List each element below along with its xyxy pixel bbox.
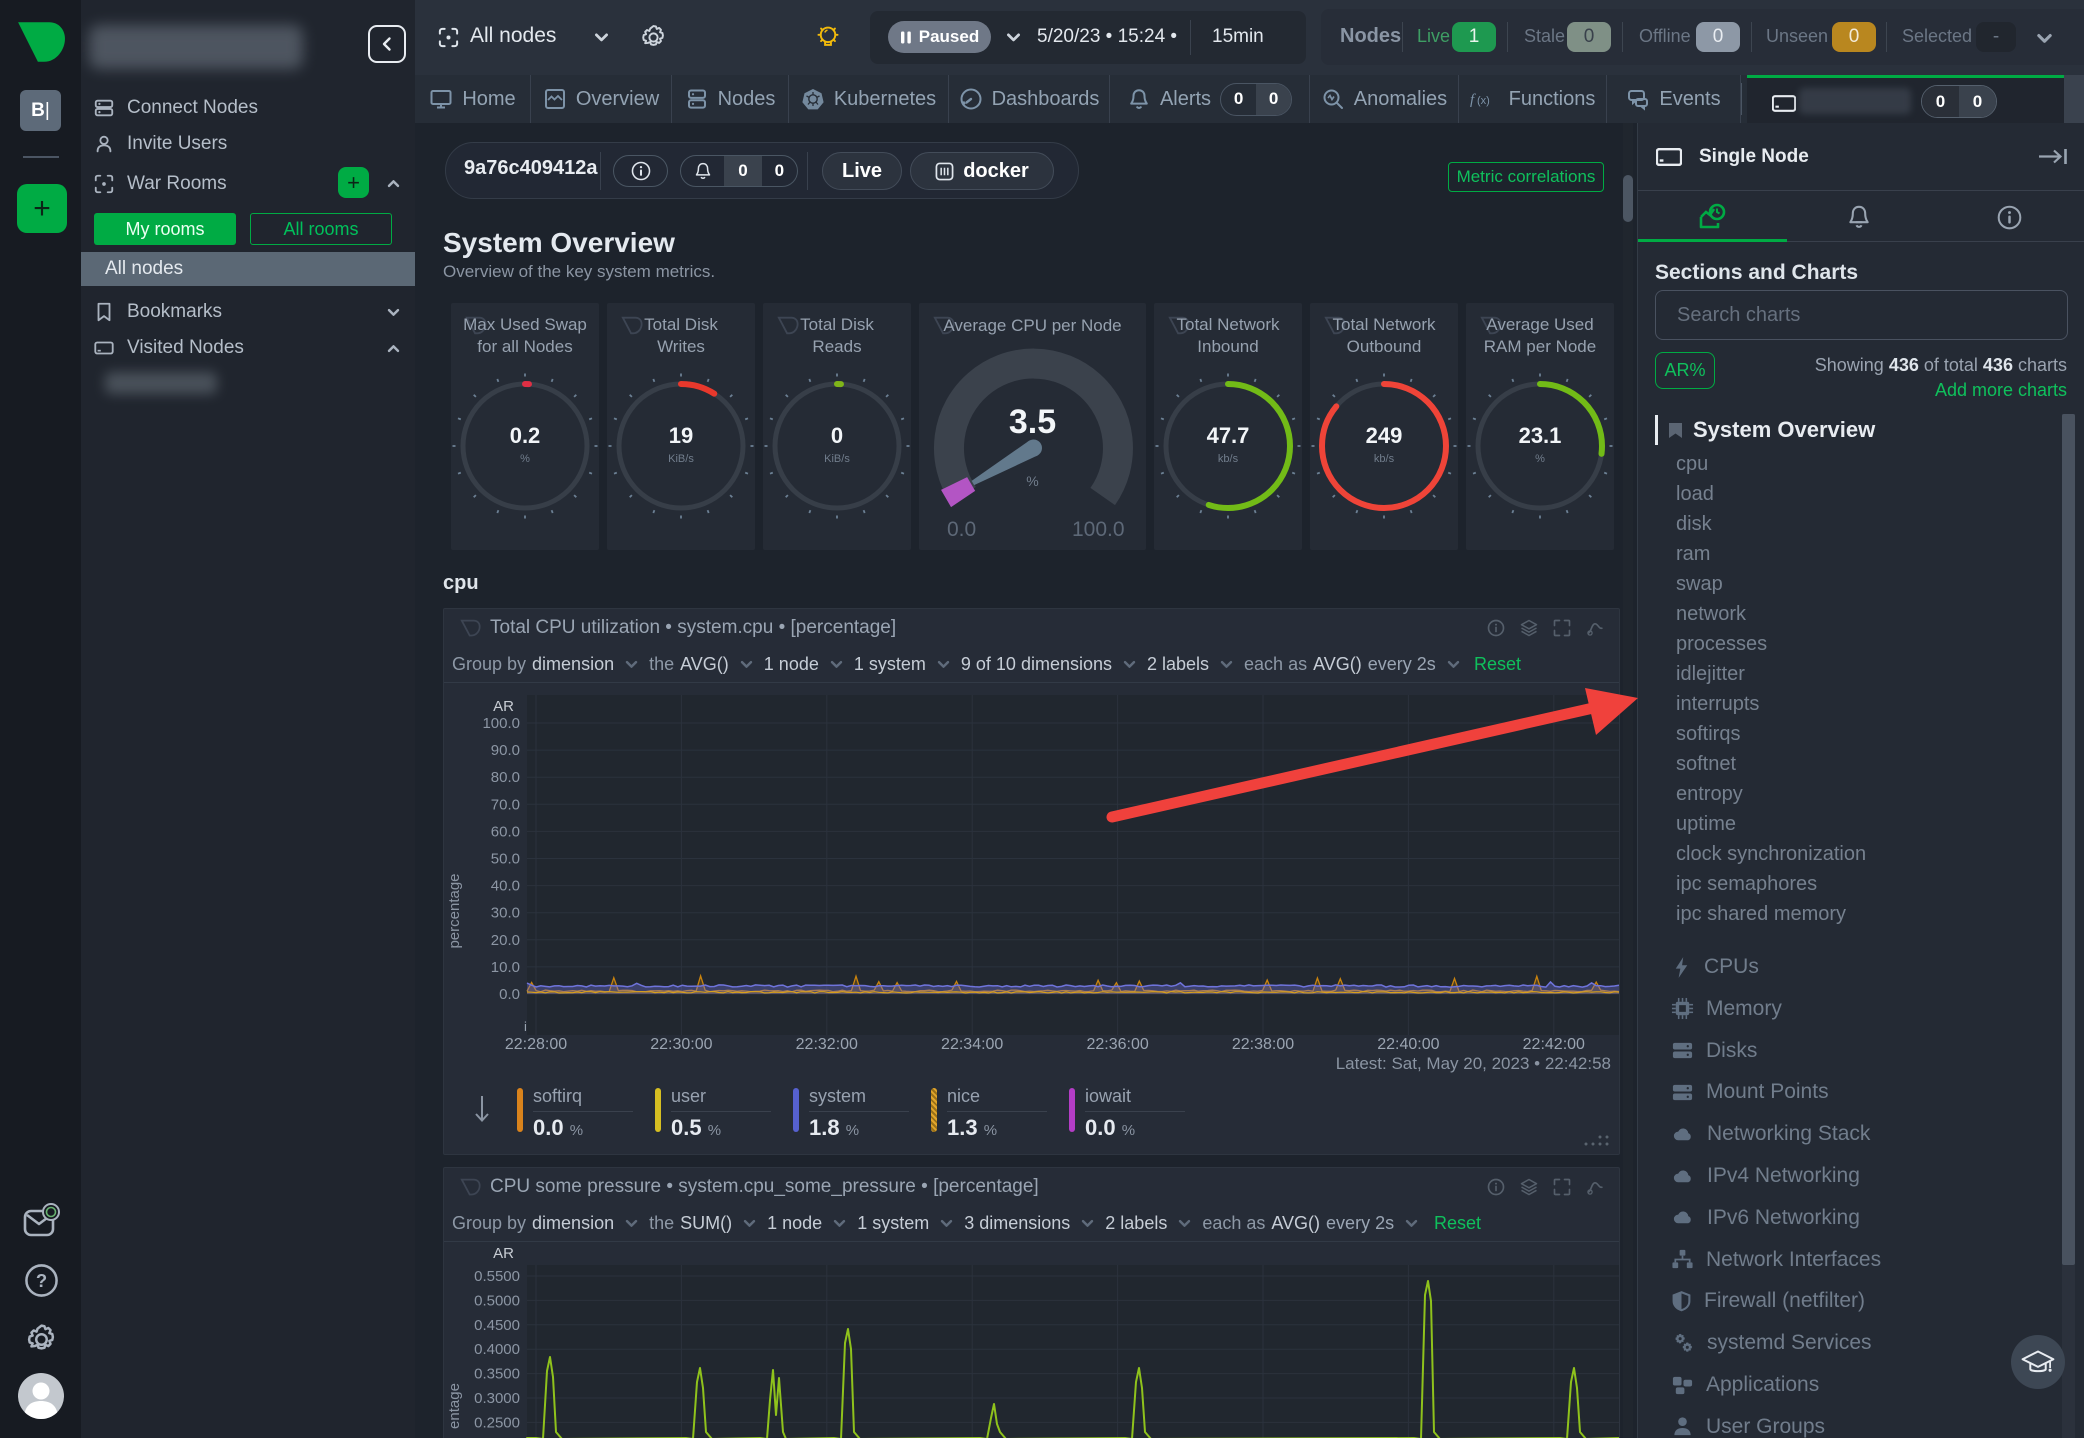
svg-text:100.0: 100.0 (482, 715, 520, 732)
svg-text:22:28:00: 22:28:00 (505, 1036, 567, 1053)
svg-text:percentage: percentage (446, 873, 463, 948)
svg-text:0.3000: 0.3000 (474, 1390, 520, 1407)
svg-text:0.0: 0.0 (499, 986, 520, 1003)
svg-text:30.0: 30.0 (491, 905, 520, 922)
svg-text:?: ? (36, 1270, 47, 1291)
svg-text:AR: AR (493, 1246, 514, 1262)
svg-text:0.4500: 0.4500 (474, 1317, 520, 1334)
svg-text:70.0: 70.0 (491, 796, 520, 813)
svg-text:entage: entage (446, 1383, 463, 1429)
svg-text:50.0: 50.0 (491, 851, 520, 868)
svg-text:f: f (1470, 92, 1476, 108)
svg-text:22:32:00: 22:32:00 (796, 1036, 858, 1053)
svg-text:22:42:00: 22:42:00 (1523, 1036, 1585, 1053)
svg-text:0.5000: 0.5000 (474, 1292, 520, 1309)
svg-text:0.4000: 0.4000 (474, 1341, 520, 1358)
svg-text:(x): (x) (1477, 95, 1490, 107)
svg-text:22:38:00: 22:38:00 (1232, 1036, 1294, 1053)
svg-text:40.0: 40.0 (491, 878, 520, 895)
svg-text:22:30:00: 22:30:00 (650, 1036, 712, 1053)
svg-text:i: i (524, 1019, 527, 1034)
svg-text:60.0: 60.0 (491, 823, 520, 840)
svg-text:20.0: 20.0 (491, 932, 520, 949)
svg-text:Latest: Sat, May 20, 2023 • 22: Latest: Sat, May 20, 2023 • 22:42:58 (1336, 1054, 1611, 1073)
svg-text:0.3500: 0.3500 (474, 1366, 520, 1383)
svg-text:80.0: 80.0 (491, 769, 520, 786)
svg-text:10.0: 10.0 (491, 959, 520, 976)
svg-text:0.5500: 0.5500 (474, 1268, 520, 1285)
svg-text:22:40:00: 22:40:00 (1377, 1036, 1439, 1053)
svg-text:90.0: 90.0 (491, 742, 520, 759)
svg-text:0.2500: 0.2500 (474, 1414, 520, 1431)
svg-text:AR: AR (493, 698, 514, 715)
svg-text:22:36:00: 22:36:00 (1086, 1036, 1148, 1053)
svg-text:22:34:00: 22:34:00 (941, 1036, 1003, 1053)
